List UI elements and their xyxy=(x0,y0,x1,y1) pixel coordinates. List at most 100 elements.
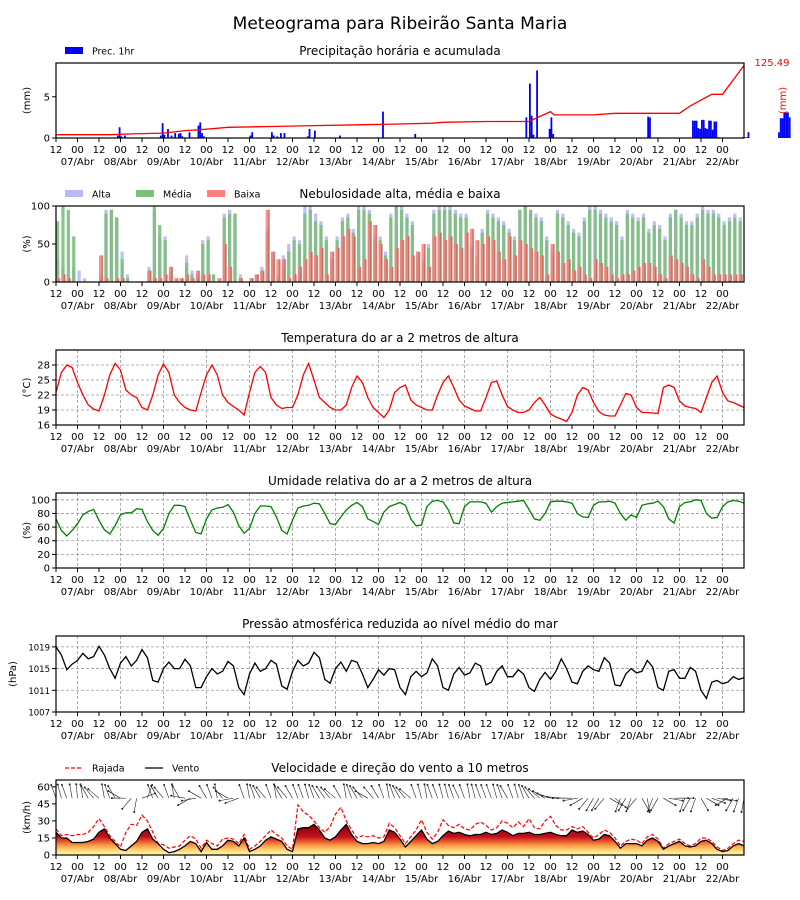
x-tick-label: 12 xyxy=(652,432,665,443)
precip-bar xyxy=(188,132,191,138)
cloud-bar-media xyxy=(636,221,640,282)
wind-arrow-head xyxy=(180,799,183,802)
precip-bar xyxy=(181,136,184,138)
cloud-bar-overlap xyxy=(295,274,297,282)
cloud-bar-media xyxy=(658,228,662,282)
x-date-label: 18/Abr xyxy=(534,874,568,885)
cloud-bar-baixa xyxy=(206,274,210,282)
cloud-bar-overlap xyxy=(434,236,437,282)
x-tick-label: 12 xyxy=(394,145,407,156)
x-tick-label: 00 xyxy=(587,145,600,156)
x-tick-label: 12 xyxy=(480,145,493,156)
pressure-title: Pressão atmosférica reduzida ao nível mé… xyxy=(242,617,558,631)
cloud-bar-media xyxy=(426,247,431,282)
cloud-bar-overlap xyxy=(176,278,179,282)
wind-arrow-head xyxy=(517,784,520,787)
wind-arrow-head xyxy=(68,783,71,786)
wind-arrow-head xyxy=(378,784,381,787)
cloud-bar-baixa xyxy=(539,255,543,282)
cloud-bar-overlap xyxy=(418,251,421,282)
x-tick-label: 00 xyxy=(673,289,686,300)
x-tick-label: 12 xyxy=(652,145,665,156)
wind-arrow-head xyxy=(87,788,90,791)
x-date-label: 11/Abr xyxy=(233,444,267,455)
cloud-bar-overlap xyxy=(182,278,184,282)
x-tick-label: 00 xyxy=(458,145,471,156)
x-tick-label: 12 xyxy=(437,719,450,730)
cloud-bar-baixa xyxy=(690,274,694,282)
cloud-bar-baixa xyxy=(340,236,345,282)
wind-arrow-head xyxy=(585,809,588,812)
wind-direction-arrow xyxy=(69,784,73,799)
x-date-label: 08/Abr xyxy=(104,587,138,598)
cloud-bar-overlap xyxy=(477,240,480,282)
legend-swatch xyxy=(65,190,83,197)
x-tick-label: 00 xyxy=(157,719,170,730)
x-date-label: 22/Abr xyxy=(706,731,740,742)
cloud-bar-media xyxy=(609,221,613,282)
cloud-bar-media xyxy=(711,213,715,282)
cloud-bar-media xyxy=(652,225,656,282)
wind-direction-arrow xyxy=(324,788,336,799)
wind-direction-arrow xyxy=(378,784,385,799)
wind-arrow-head xyxy=(624,806,627,809)
x-date-label: 07/Abr xyxy=(61,874,95,885)
x-tick-label: 12 xyxy=(351,862,364,873)
x-date-label: 17/Abr xyxy=(491,301,525,312)
precip-bar xyxy=(788,117,791,138)
x-date-label: 08/Abr xyxy=(104,731,138,742)
x-tick-label: 12 xyxy=(265,289,278,300)
x-tick-label: 12 xyxy=(308,719,321,730)
x-tick-label: 00 xyxy=(71,289,84,300)
x-tick-label: 00 xyxy=(458,289,471,300)
x-tick-label: 12 xyxy=(179,145,192,156)
x-date-label: 18/Abr xyxy=(534,587,568,598)
x-tick-label: 00 xyxy=(200,862,213,873)
cloud-bar-baixa xyxy=(115,278,119,282)
x-tick-label: 12 xyxy=(179,289,192,300)
precip-bar xyxy=(779,118,782,138)
cloud-bar-overlap xyxy=(106,278,109,282)
cloud-bar-media xyxy=(185,263,189,282)
wind-direction-arrow xyxy=(459,784,465,799)
cloud-bar-media xyxy=(109,209,113,282)
wind-arrow-head xyxy=(213,783,216,786)
x-date-label: 21/Abr xyxy=(663,157,697,168)
x-tick-label: 00 xyxy=(544,719,557,730)
cloud-bar-baixa xyxy=(647,263,651,282)
x-date-label: 09/Abr xyxy=(147,731,181,742)
precip-bar xyxy=(272,135,275,138)
x-tick-label: 12 xyxy=(50,145,63,156)
legend-swatch xyxy=(65,47,83,54)
precip-bar xyxy=(709,120,712,138)
precip-ylabel: (mm) xyxy=(22,87,33,114)
x-tick-label: 00 xyxy=(329,719,342,730)
wind-direction-arrow xyxy=(343,784,347,799)
x-date-label: 21/Abr xyxy=(663,587,697,598)
wind-arrow-head xyxy=(395,786,398,789)
cloud-bar-baixa xyxy=(168,266,173,282)
x-date-label: 12/Abr xyxy=(276,444,310,455)
x-date-label: 19/Abr xyxy=(577,731,611,742)
x-tick-label: 00 xyxy=(587,719,600,730)
cloud-bar-overlap xyxy=(203,274,206,282)
x-date-label: 14/Abr xyxy=(362,444,396,455)
x-tick-label: 12 xyxy=(695,432,708,443)
x-tick-label: 00 xyxy=(157,145,170,156)
precip-bar xyxy=(778,132,780,138)
cloud-bar-baixa xyxy=(362,259,366,282)
cloud-bar-baixa xyxy=(711,274,715,282)
cloud-bar-overlap xyxy=(166,274,168,282)
humidity-ylabel: (%) xyxy=(22,522,33,539)
cloud-bar-media xyxy=(631,217,635,282)
wind-arrow-head xyxy=(499,785,502,788)
x-tick-label: 12 xyxy=(308,862,321,873)
x-tick-label: 12 xyxy=(394,575,407,586)
cloud-bar-baixa xyxy=(99,255,103,282)
x-tick-label: 00 xyxy=(71,719,84,730)
cloud-bar-media xyxy=(722,225,726,282)
cloud-bar-overlap xyxy=(692,274,695,282)
cloud-bar-baixa xyxy=(668,255,672,282)
x-tick-label: 12 xyxy=(50,862,63,873)
